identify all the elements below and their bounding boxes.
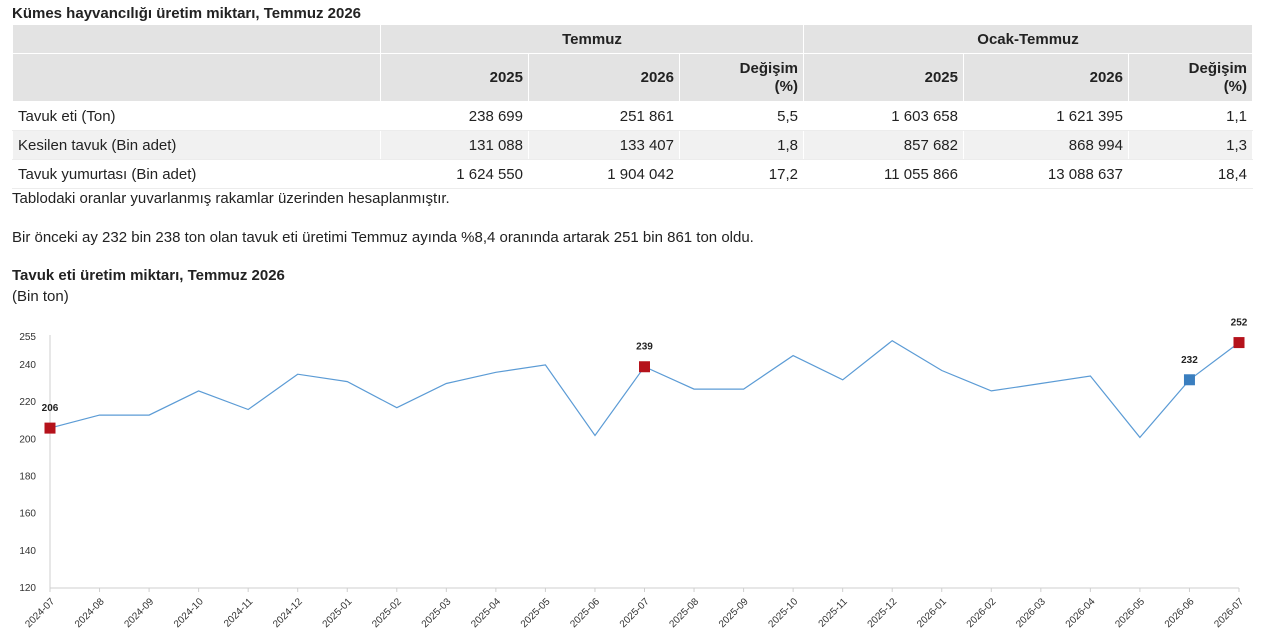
y-tick-label: 200 [19, 434, 36, 445]
table-year-header-row: 2025 2026 Değişim (%) 2025 2026 Değişim (%… [12, 53, 1254, 102]
table-cell: 13 088 637 [963, 159, 1129, 189]
highlight-marker [1183, 374, 1195, 386]
x-tick-label: 2024-08 [73, 596, 107, 630]
data-label: 232 [1181, 355, 1198, 366]
highlight-marker [639, 361, 650, 373]
table-cell: 133 407 [528, 130, 680, 160]
x-tick-label: 2026-03 [1014, 596, 1048, 630]
x-tick-label: 2025-07 [618, 596, 652, 630]
data-point [444, 381, 448, 385]
table-row: Tavuk eti (Ton) 238 699 251 861 5,5 1 60… [12, 101, 1254, 131]
data-point [246, 408, 250, 412]
production-table: Temmuz Ocak-Temmuz 2025 2026 Değişim (%) … [12, 24, 1254, 189]
x-tick-label: 2026-01 [915, 596, 949, 630]
y-tick-label: 160 [19, 509, 36, 520]
table-cell: 1 904 042 [528, 159, 680, 189]
x-tick-label: 2025-10 [767, 596, 801, 630]
table-cell: 11 055 866 [803, 159, 964, 189]
row-label: Tavuk eti (Ton) [12, 101, 381, 131]
y-tick-label: 255 [19, 332, 36, 343]
table-title: Kümes hayvancılığı üretim miktarı, Temmu… [12, 5, 362, 22]
x-tick-label: 2026-02 [965, 596, 999, 630]
highlight-marker [1233, 337, 1245, 349]
data-label: 206 [42, 403, 59, 414]
data-point [197, 389, 201, 393]
data-point [1138, 435, 1142, 439]
y-tick-label: 220 [19, 397, 36, 408]
table-footnote: Tablodaki oranlar yuvarlanmış rakamlar ü… [12, 190, 450, 207]
table-cell: 251 861 [528, 101, 680, 131]
data-point [841, 378, 845, 382]
data-point [593, 434, 597, 438]
column-header: 2025 [803, 53, 964, 102]
table-blank-header [12, 53, 381, 102]
table-cell: 17,2 [679, 159, 804, 189]
y-tick-label: 180 [19, 471, 36, 482]
data-point [147, 413, 151, 417]
x-tick-label: 2026-05 [1113, 596, 1147, 630]
data-point [742, 387, 746, 391]
column-header: 2026 [528, 53, 680, 102]
data-point [345, 380, 349, 384]
x-tick-label: 2025-08 [667, 596, 701, 630]
data-point [1088, 374, 1092, 378]
data-point [494, 370, 498, 374]
x-tick-label: 2026-06 [1163, 596, 1197, 630]
summary-sentence: Bir önceki ay 232 bin 238 ton olan tavuk… [12, 229, 754, 246]
chart-unit: (Bin ton) [12, 288, 69, 305]
x-tick-label: 2025-09 [717, 596, 751, 630]
x-tick-label: 2025-04 [469, 596, 503, 630]
data-point [296, 372, 300, 376]
row-label: Tavuk yumurtası (Bin adet) [12, 159, 381, 189]
x-tick-label: 2024-07 [23, 596, 57, 630]
y-tick-label: 240 [19, 360, 36, 371]
x-tick-label: 2024-09 [122, 596, 156, 630]
chart-title: Tavuk eti üretim miktarı, Temmuz 2026 [12, 267, 285, 284]
data-point [98, 413, 102, 417]
data-point [395, 406, 399, 410]
row-label: Kesilen tavuk (Bin adet) [12, 130, 381, 160]
x-tick-label: 2024-10 [172, 596, 206, 630]
data-point [791, 354, 795, 358]
table-cell: 868 994 [963, 130, 1129, 160]
x-tick-label: 2026-07 [1212, 596, 1246, 630]
data-point [940, 368, 944, 372]
column-header: Değişim (%) [1127, 53, 1254, 102]
data-label: 239 [636, 342, 653, 353]
x-tick-label: 2025-02 [370, 596, 404, 630]
table-row: Tavuk yumurtası (Bin adet) 1 624 550 1 9… [12, 159, 1254, 189]
x-tick-label: 2025-12 [866, 596, 900, 630]
table-cell: 1,3 [1127, 130, 1254, 160]
y-tick-label: 140 [19, 546, 36, 557]
data-point [1039, 381, 1043, 385]
x-tick-label: 2025-06 [568, 596, 602, 630]
data-point [890, 339, 894, 343]
data-point [692, 387, 696, 391]
table-cell: 857 682 [803, 130, 964, 160]
x-tick-label: 2025-03 [420, 596, 454, 630]
column-header: Değişim (%) [679, 53, 804, 102]
data-point [543, 363, 547, 367]
table-cell: 18,4 [1127, 159, 1254, 189]
x-tick-label: 2024-11 [222, 596, 256, 630]
table-cell: 1,1 [1127, 101, 1254, 131]
y-tick-label: 120 [19, 583, 36, 594]
series-line [49, 339, 1240, 439]
data-point [989, 389, 993, 393]
x-tick-label: 2025-01 [321, 596, 355, 630]
highlight-marker [44, 422, 56, 434]
x-tick-label: 2026-04 [1064, 596, 1098, 630]
x-tick-label: 2025-05 [519, 596, 553, 630]
table-group-header-row: Temmuz Ocak-Temmuz [12, 24, 1254, 54]
x-tick-label: 2024-12 [271, 596, 305, 630]
data-label: 252 [1231, 318, 1248, 329]
table-row: Kesilen tavuk (Bin adet) 131 088 133 407… [12, 130, 1254, 160]
table-cell: 1 621 395 [963, 101, 1129, 131]
x-tick-label: 2025-11 [817, 596, 851, 630]
table-cell: 1 624 550 [380, 159, 529, 189]
table-cell: 131 088 [380, 130, 529, 160]
column-header: 2026 [963, 53, 1129, 102]
